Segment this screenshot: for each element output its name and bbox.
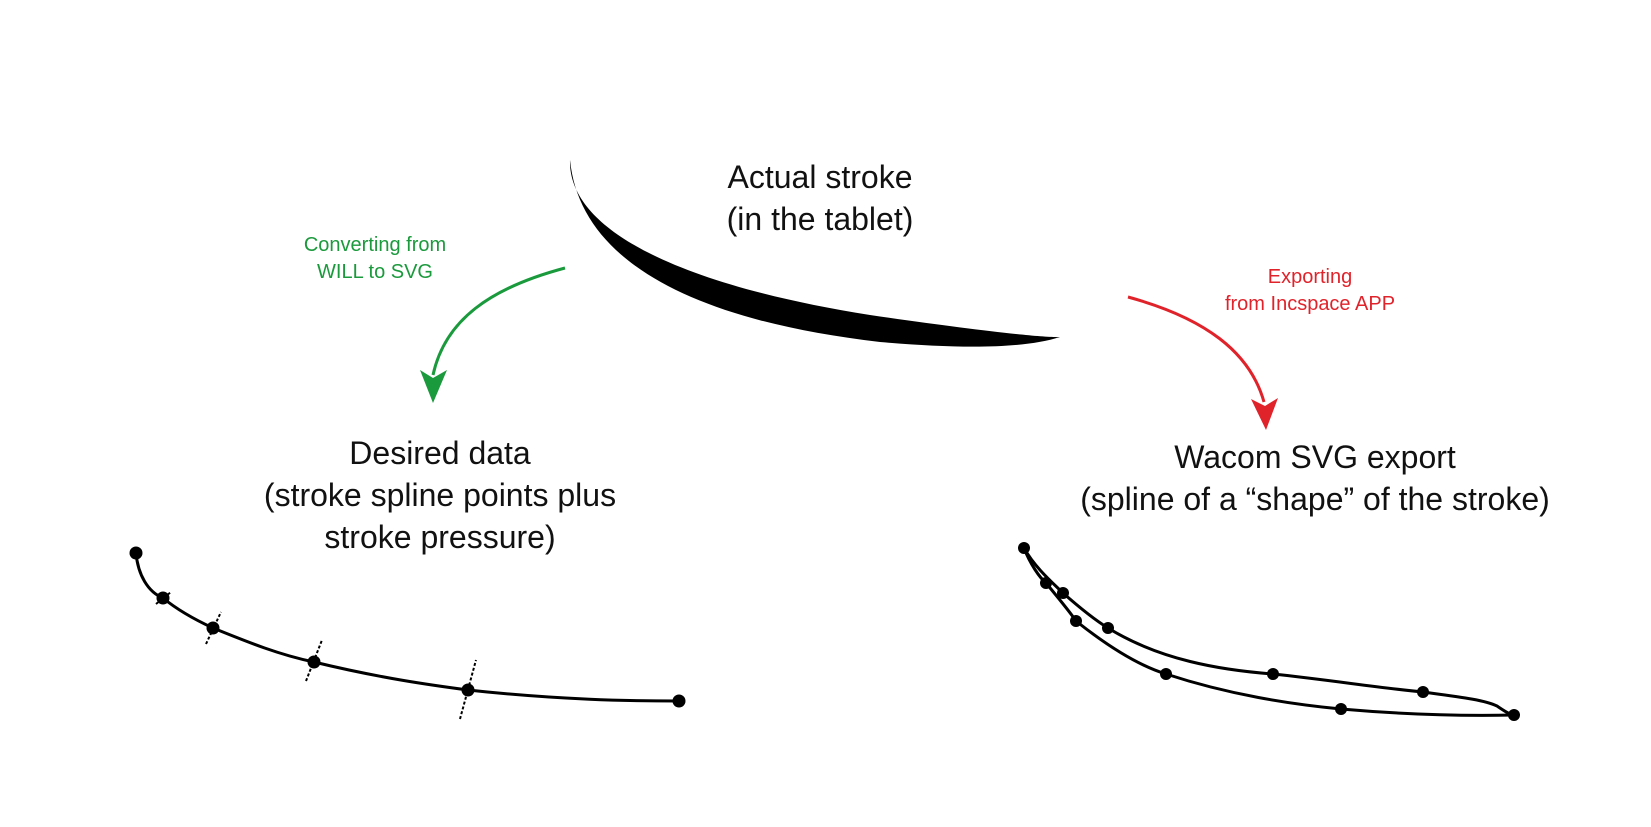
wacom-point-10: [1508, 709, 1520, 721]
actual-stroke-subtitle: (in the tablet): [726, 201, 914, 237]
wacom-point-8: [1417, 686, 1429, 698]
pressure-tick-1: [155, 591, 172, 605]
converting-label-line2: WILL to SVG: [317, 261, 433, 283]
exporting-label-line2: from Incspace APP: [1224, 293, 1396, 315]
wacom-point-9: [1335, 703, 1347, 715]
actual-stroke-label: Actual stroke (in the tablet): [680, 156, 960, 240]
wacom-outline-upper: [1022, 547, 1515, 717]
exporting-arrow-head: [1251, 398, 1278, 430]
exporting-label: Exporting from Incspace APP: [1190, 264, 1430, 318]
desired-point-1: [156, 591, 170, 605]
desired-point-end: [672, 694, 686, 708]
desired-point-3: [307, 655, 321, 669]
wacom-export-label: Wacom SVG export (spline of a “shape” of…: [1035, 436, 1595, 520]
wacom-point-4: [1070, 615, 1082, 627]
desired-point-4: [461, 683, 475, 697]
wacom-point-6: [1160, 668, 1172, 680]
wacom-point-2: [1040, 577, 1052, 589]
exporting-arrow: [1127, 295, 1278, 430]
desired-data-desc-line1: (stroke spline points plus: [263, 477, 617, 513]
actual-stroke-title: Actual stroke: [727, 159, 913, 195]
desired-data-spline: [129, 546, 686, 720]
wacom-point-7: [1267, 668, 1279, 680]
exporting-arrow-line: [1127, 295, 1266, 403]
converting-label-line1: Converting from: [303, 234, 447, 256]
wacom-export-title: Wacom SVG export: [1174, 439, 1456, 475]
desired-point-2: [206, 621, 220, 635]
converting-label: Converting from WILL to SVG: [270, 232, 480, 286]
converting-arrow-line: [431, 266, 566, 376]
converting-arrow: [420, 266, 566, 403]
wacom-outline-lower: [1022, 547, 1515, 717]
desired-point-start: [129, 546, 143, 560]
actual-stroke-shape: [569, 160, 1060, 347]
exporting-label-line1: Exporting: [1267, 266, 1353, 288]
desired-data-title: Desired data: [349, 435, 531, 471]
wacom-export-desc: (spline of a “shape” of the stroke): [1080, 481, 1550, 517]
converting-arrow-head: [420, 370, 447, 403]
wacom-point-5: [1102, 622, 1114, 634]
wacom-point-3: [1057, 587, 1069, 599]
desired-data-label: Desired data (stroke spline points plus …: [210, 432, 670, 558]
wacom-point-1: [1018, 542, 1030, 554]
desired-data-desc-line2: stroke pressure): [324, 519, 556, 555]
wacom-export-outline: [1018, 542, 1520, 721]
